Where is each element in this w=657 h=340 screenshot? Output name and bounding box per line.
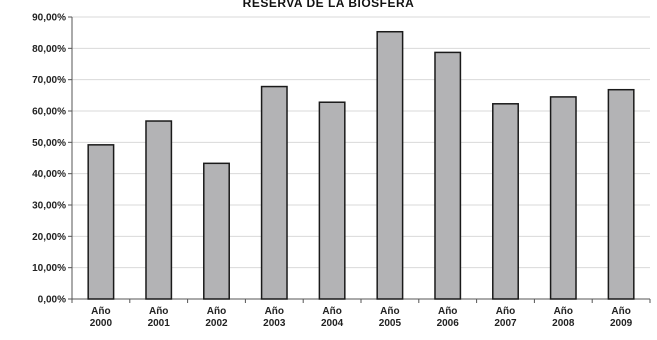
x-tick-label: 2003 bbox=[263, 318, 286, 329]
x-tick-label: Año bbox=[149, 306, 168, 317]
x-tick-label: 2005 bbox=[379, 318, 402, 329]
x-tick-label: 2007 bbox=[494, 318, 517, 329]
x-tick-label: 2008 bbox=[552, 318, 575, 329]
x-tick-label: 2006 bbox=[437, 318, 460, 329]
bar bbox=[434, 51, 462, 300]
x-tick-label: 2000 bbox=[90, 318, 113, 329]
y-tick-label: 50,00% bbox=[32, 138, 66, 149]
y-tick-label: 70,00% bbox=[32, 75, 66, 86]
x-tick-label: 2002 bbox=[205, 318, 228, 329]
bar bbox=[145, 120, 173, 300]
x-tick-label: Año bbox=[496, 306, 515, 317]
x-tick-label: Año bbox=[438, 306, 457, 317]
y-tick-label: 80,00% bbox=[32, 44, 66, 55]
bar bbox=[492, 103, 519, 300]
x-tick-label: Año bbox=[91, 306, 110, 317]
bar bbox=[607, 88, 635, 300]
y-tick-label: 30,00% bbox=[32, 201, 66, 212]
bar bbox=[203, 162, 230, 300]
y-tick-label: 10,00% bbox=[32, 263, 66, 274]
x-tick-label: 2004 bbox=[321, 318, 344, 329]
bar bbox=[376, 30, 404, 300]
bar bbox=[318, 101, 346, 300]
bar bbox=[549, 96, 577, 300]
bar bbox=[260, 85, 288, 300]
y-tick-label: 90,00% bbox=[32, 13, 66, 24]
y-tick-label: 60,00% bbox=[32, 107, 66, 118]
x-tick-label: Año bbox=[380, 306, 399, 317]
y-tick-label: 40,00% bbox=[32, 169, 66, 180]
x-tick-label: Año bbox=[554, 306, 573, 317]
x-tick-label: Año bbox=[265, 306, 284, 317]
x-tick-label: Año bbox=[207, 306, 226, 317]
bar bbox=[87, 144, 115, 300]
y-tick-label: 20,00% bbox=[32, 232, 66, 243]
x-tick-label: 2001 bbox=[148, 318, 171, 329]
chart-title: RESERVA DE LA BIOSFERA bbox=[242, 0, 415, 10]
x-tick-label: Año bbox=[611, 306, 630, 317]
y-tick-label: 0,00% bbox=[38, 295, 66, 306]
x-tick-label: Año bbox=[322, 306, 341, 317]
x-tick-label: 2009 bbox=[610, 318, 633, 329]
